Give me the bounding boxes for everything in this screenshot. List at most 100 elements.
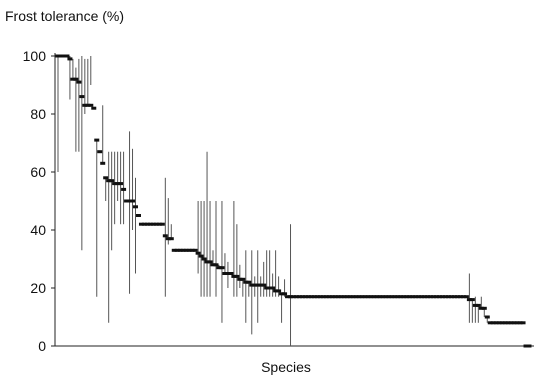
y-tick-group: 0 20 40 60 80 100	[23, 48, 55, 354]
data-point	[100, 161, 106, 165]
data-point	[82, 103, 88, 107]
data-point	[210, 263, 216, 267]
data-point	[380, 295, 386, 299]
y-tick-label: 0	[38, 338, 46, 354]
data-point	[264, 286, 270, 290]
data-point	[112, 182, 118, 186]
data-point	[305, 295, 311, 299]
data-point	[183, 248, 189, 252]
data-point	[133, 205, 139, 209]
data-point	[192, 248, 198, 252]
data-point	[162, 234, 168, 238]
data-point	[520, 321, 526, 325]
data-point	[353, 295, 359, 299]
data-point	[448, 295, 454, 299]
data-point	[225, 272, 231, 275]
data-point	[329, 295, 335, 299]
data-point	[285, 295, 291, 299]
data-point	[428, 295, 434, 299]
data-point	[332, 295, 338, 299]
data-point	[493, 321, 499, 325]
data-point	[195, 251, 201, 255]
data-point	[463, 295, 469, 299]
data-point	[526, 344, 532, 348]
data-point	[261, 283, 267, 287]
data-point	[291, 295, 296, 299]
data-point	[70, 77, 76, 81]
data-point	[64, 54, 70, 58]
data-point	[147, 222, 153, 226]
data-point	[326, 295, 332, 299]
data-point	[308, 295, 314, 299]
data-point	[356, 295, 362, 299]
data-point	[103, 176, 109, 180]
data-point	[150, 222, 156, 226]
data-point	[320, 295, 326, 299]
data-point	[386, 295, 392, 299]
data-point	[314, 295, 320, 299]
error-bar-group	[57, 56, 488, 346]
data-point	[234, 274, 240, 278]
data-point	[454, 295, 460, 299]
data-point	[440, 295, 446, 299]
data-point	[365, 295, 371, 299]
data-point	[237, 277, 243, 281]
data-point	[58, 54, 64, 58]
data-point	[350, 295, 356, 299]
data-point	[460, 295, 466, 299]
data-point	[404, 295, 410, 299]
y-tick-label: 60	[30, 164, 46, 180]
data-point	[189, 248, 195, 252]
data-point	[141, 222, 147, 226]
data-point	[243, 280, 249, 284]
data-point	[61, 54, 67, 58]
data-point	[91, 106, 97, 110]
data-point	[502, 321, 508, 325]
data-point	[451, 295, 457, 299]
data-point	[231, 274, 237, 278]
data-point	[395, 295, 401, 299]
data-point	[347, 295, 353, 299]
data-point	[177, 248, 183, 252]
data-point	[94, 138, 100, 142]
data-point	[73, 77, 79, 81]
data-point	[469, 298, 475, 302]
data-point	[121, 187, 127, 191]
data-point	[240, 277, 246, 281]
data-point	[249, 283, 255, 287]
data-point	[282, 292, 288, 296]
data-point	[159, 222, 165, 226]
data-point	[127, 199, 133, 203]
data-point	[481, 306, 487, 310]
data-point	[508, 321, 514, 325]
y-tick-label: 100	[23, 48, 47, 64]
data-point	[216, 266, 222, 270]
data-point	[293, 295, 299, 299]
data-point	[135, 214, 141, 217]
data-point	[246, 280, 252, 284]
data-point	[323, 295, 329, 299]
data-point	[296, 295, 302, 299]
data-point	[76, 80, 82, 84]
data-point	[258, 283, 264, 287]
data-point	[511, 321, 517, 325]
data-point	[499, 321, 505, 325]
data-point	[419, 295, 425, 299]
data-point	[484, 315, 490, 319]
data-point	[335, 295, 341, 299]
data-point	[198, 254, 204, 258]
y-tick-label: 80	[30, 106, 46, 122]
data-point	[446, 295, 452, 299]
data-point	[490, 321, 496, 325]
data-point	[434, 295, 440, 299]
data-point	[344, 295, 350, 299]
y-tick-label: 20	[30, 280, 46, 296]
data-point	[514, 321, 520, 325]
data-point	[392, 295, 398, 299]
data-point	[478, 306, 484, 310]
y-tick-label: 40	[30, 222, 46, 238]
data-point	[410, 295, 416, 299]
data-point	[407, 295, 413, 299]
data-point	[201, 257, 207, 261]
